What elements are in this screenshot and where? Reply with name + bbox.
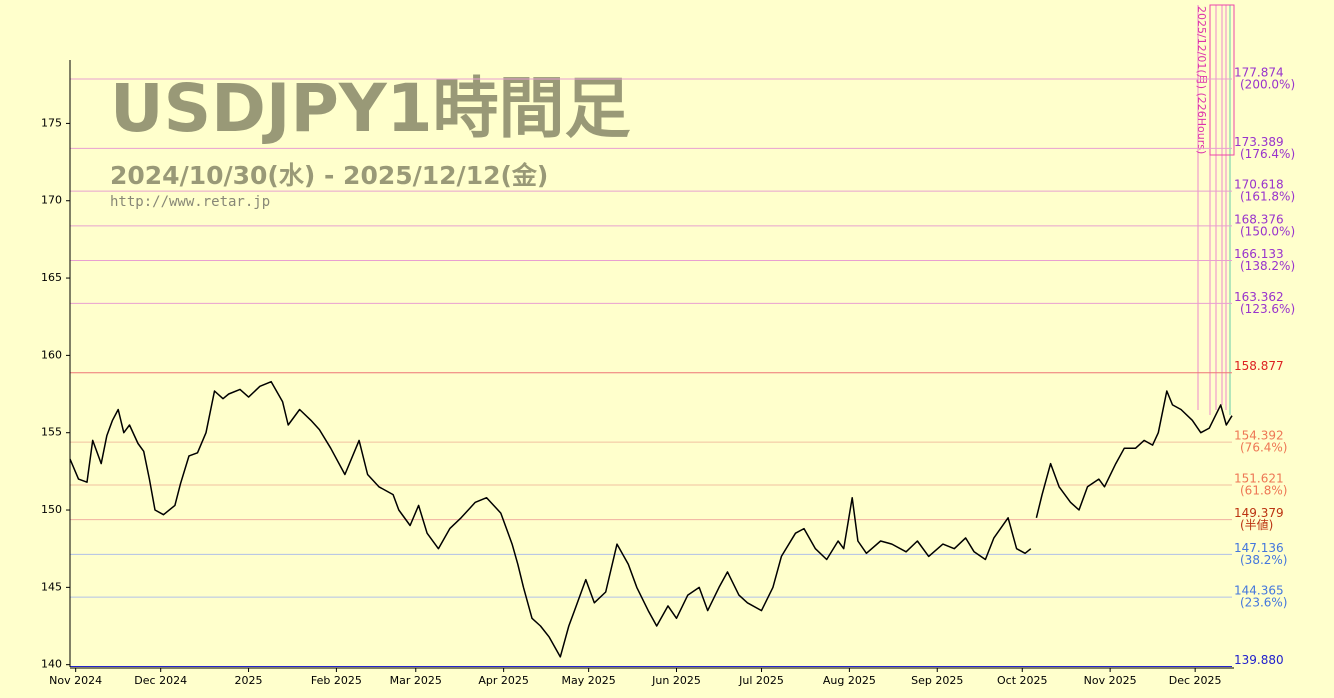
chart-title: USDJPY1時間足 bbox=[110, 70, 631, 147]
x-tick-label: Apr 2025 bbox=[478, 674, 529, 687]
y-tick-label: 155 bbox=[41, 426, 62, 439]
level-ratio: (200.0%) bbox=[1240, 77, 1295, 91]
level-label: 170.618 bbox=[1234, 178, 1284, 192]
x-tick-label: Dec 2025 bbox=[1169, 674, 1222, 687]
level-ratio: (23.6%) bbox=[1240, 596, 1287, 610]
level-ratio: (176.4%) bbox=[1240, 147, 1295, 161]
level-label: 139.880 bbox=[1234, 653, 1284, 667]
level-ratio: (138.2%) bbox=[1240, 259, 1295, 273]
level-label: 158.877 bbox=[1234, 359, 1284, 373]
level-label: 168.376 bbox=[1234, 212, 1284, 226]
level-ratio: (123.6%) bbox=[1240, 302, 1295, 316]
x-tick-label: Nov 2024 bbox=[49, 674, 102, 687]
level-label: 154.392 bbox=[1234, 429, 1284, 443]
x-tick-label: 2025 bbox=[235, 674, 263, 687]
url: http://www.retar.jp bbox=[110, 194, 270, 210]
annotation: 2025/12/01(月) (226Hours) bbox=[1195, 6, 1208, 154]
x-tick-label: Nov 2025 bbox=[1084, 674, 1137, 687]
x-tick-label: May 2025 bbox=[562, 674, 616, 687]
level-label: 144.365 bbox=[1234, 584, 1284, 598]
level-ratio: (38.2%) bbox=[1240, 553, 1287, 567]
x-tick-label: Jun 2025 bbox=[651, 674, 701, 687]
y-tick-label: 140 bbox=[41, 658, 62, 671]
level-ratio: (161.8%) bbox=[1240, 190, 1295, 204]
y-tick-label: 150 bbox=[41, 503, 62, 516]
subtitle: 2024/10/30(水) - 2025/12/12(金) bbox=[110, 161, 548, 190]
y-tick-label: 170 bbox=[41, 194, 62, 207]
x-tick-label: Mar 2025 bbox=[390, 674, 442, 687]
x-tick-label: Aug 2025 bbox=[823, 674, 876, 687]
level-label: 166.133 bbox=[1234, 247, 1284, 261]
level-label: 163.362 bbox=[1234, 290, 1284, 304]
level-ratio: (半値) bbox=[1240, 517, 1273, 532]
marker-block bbox=[1209, 4, 1235, 156]
x-tick-label: Feb 2025 bbox=[311, 674, 362, 687]
y-tick-label: 160 bbox=[41, 348, 62, 361]
level-label: 149.379 bbox=[1234, 506, 1284, 520]
x-tick-label: Dec 2024 bbox=[134, 674, 187, 687]
x-tick-label: Sep 2025 bbox=[911, 674, 963, 687]
markers bbox=[1197, 4, 1235, 415]
y-tick-label: 165 bbox=[41, 271, 62, 284]
price-line bbox=[69, 380, 1233, 658]
level-label: 147.136 bbox=[1234, 541, 1284, 555]
level-ratio: (61.8%) bbox=[1240, 483, 1287, 497]
level-label: 177.874 bbox=[1234, 65, 1284, 79]
y-tick-label: 175 bbox=[41, 116, 62, 129]
x-tick-label: Jul 2025 bbox=[738, 674, 784, 687]
level-ratio: (150.0%) bbox=[1240, 224, 1295, 238]
x-tick-label: Oct 2025 bbox=[997, 674, 1048, 687]
level-ratio: (76.4%) bbox=[1240, 441, 1287, 455]
level-label: 173.389 bbox=[1234, 135, 1284, 149]
y-tick-label: 145 bbox=[41, 580, 62, 593]
level-label: 151.621 bbox=[1234, 471, 1284, 485]
